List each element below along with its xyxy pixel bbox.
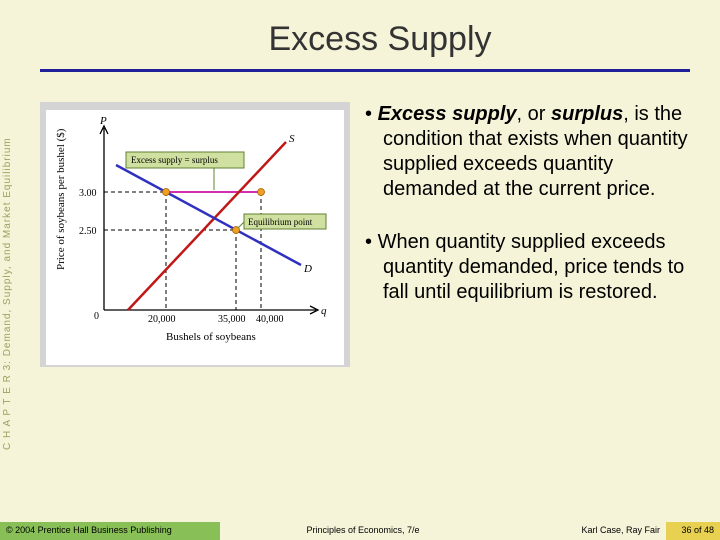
svg-text:40,000: 40,000 (256, 314, 284, 325)
svg-text:Bushels of soybeans: Bushels of soybeans (166, 331, 256, 343)
svg-text:0: 0 (94, 311, 99, 322)
supply-demand-chart: Excess supply = surplus Equilibrium poin… (46, 110, 344, 365)
bullet-2: When quantity supplied exceeds quantity … (365, 230, 690, 305)
svg-text:Excess supply = surplus: Excess supply = surplus (131, 155, 218, 165)
svg-text:2.50: 2.50 (79, 226, 97, 237)
svg-text:D: D (303, 263, 312, 275)
footer-page-number: 36 of 48 (666, 522, 720, 540)
content-area: Excess supply = surplus Equilibrium poin… (0, 72, 720, 367)
svg-text:20,000: 20,000 (148, 314, 176, 325)
svg-text:Price of soybeans per bushel (: Price of soybeans per bushel ($) (55, 128, 67, 270)
footer-copyright: © 2004 Prentice Hall Business Publishing (0, 522, 220, 540)
bullet-list: Excess supply, or surplus, is the condit… (365, 102, 720, 367)
slide-title: Excess Supply (0, 0, 720, 69)
footer: © 2004 Prentice Hall Business Publishing… (0, 522, 720, 540)
footer-book: Principles of Economics, 7/e (220, 522, 506, 540)
chart-container: Excess supply = surplus Equilibrium poin… (40, 102, 365, 367)
svg-text:P: P (99, 115, 107, 127)
svg-text:S: S (289, 133, 295, 145)
svg-text:35,000: 35,000 (218, 314, 246, 325)
chapter-sidebar-text: C H A P T E R 3: Demand, Supply, and Mar… (2, 30, 13, 450)
svg-text:Equilibrium point: Equilibrium point (248, 217, 313, 227)
svg-text:3.00: 3.00 (79, 188, 97, 199)
svg-text:q: q (321, 305, 327, 317)
bullet-1: Excess supply, or surplus, is the condit… (365, 102, 690, 202)
footer-authors: Karl Case, Ray Fair (506, 522, 666, 540)
